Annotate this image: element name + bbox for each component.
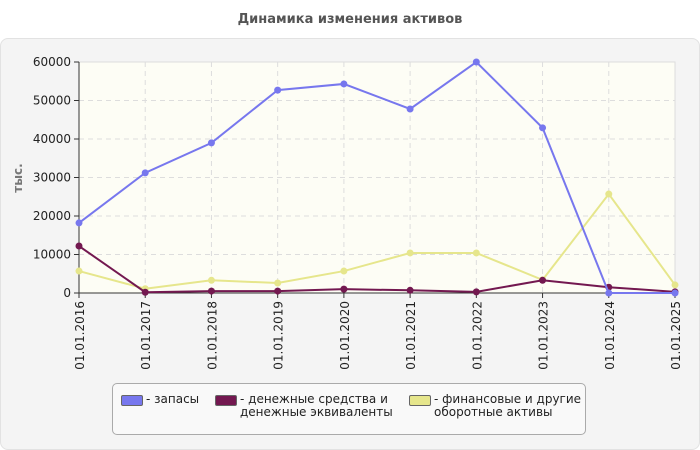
legend-label-line2: оборотные активы bbox=[434, 405, 553, 419]
data-point bbox=[75, 242, 83, 250]
series-line bbox=[78, 192, 676, 290]
y-tick-label: 60000 bbox=[33, 55, 71, 69]
data-point bbox=[75, 219, 83, 227]
x-tick-label: 01.01.2018 bbox=[205, 301, 219, 370]
data-point bbox=[406, 105, 414, 113]
data-point bbox=[340, 80, 348, 88]
x-tick-label: 01.01.2025 bbox=[669, 301, 683, 370]
chart-title: Динамика изменения активов bbox=[237, 12, 463, 27]
data-point bbox=[406, 286, 414, 294]
data-point bbox=[207, 139, 215, 147]
data-point bbox=[605, 190, 613, 198]
data-point bbox=[605, 289, 613, 297]
data-point bbox=[539, 276, 547, 284]
data-point bbox=[539, 124, 547, 132]
legend-swatch bbox=[409, 395, 431, 406]
data-point bbox=[472, 58, 480, 66]
series-line bbox=[78, 245, 676, 294]
y-tick-label: 50000 bbox=[33, 94, 71, 108]
y-tick-label: 10000 bbox=[33, 248, 71, 262]
legend-label-line2: денежные эквиваленты bbox=[240, 405, 393, 419]
data-point bbox=[274, 287, 282, 295]
x-tick-label: 01.01.2016 bbox=[73, 301, 87, 370]
legend-label: - запасы bbox=[146, 392, 200, 406]
data-point bbox=[472, 249, 480, 257]
x-tick-label: 01.01.2022 bbox=[470, 301, 484, 370]
data-point bbox=[274, 86, 282, 94]
data-point bbox=[141, 169, 149, 177]
data-point bbox=[207, 276, 215, 284]
data-point bbox=[75, 267, 83, 275]
legend-item-cash: - денежные средства и денежные эквивалент… bbox=[215, 393, 393, 419]
data-point bbox=[207, 287, 215, 295]
y-tick-label: 30000 bbox=[33, 171, 71, 185]
x-tick-label: 01.01.2017 bbox=[139, 301, 153, 370]
x-tick-label: 01.01.2021 bbox=[404, 301, 418, 370]
x-tick-label: 01.01.2020 bbox=[338, 301, 352, 370]
data-point bbox=[406, 249, 414, 257]
data-point bbox=[671, 289, 679, 297]
data-point bbox=[671, 281, 679, 289]
legend-label: - финансовые и другие bbox=[434, 392, 582, 406]
data-point bbox=[274, 279, 282, 287]
y-tick-label: 0 bbox=[63, 286, 71, 300]
data-point bbox=[472, 288, 480, 296]
y-axis-label: тыс. bbox=[11, 163, 25, 192]
legend-label: - денежные средства и bbox=[240, 392, 388, 406]
data-point bbox=[340, 267, 348, 275]
series-line bbox=[78, 60, 675, 294]
legend-item-zapasy: - запасы bbox=[121, 393, 199, 406]
y-tick-label: 20000 bbox=[33, 209, 71, 223]
legend-swatch bbox=[215, 395, 237, 406]
data-point bbox=[141, 288, 149, 296]
legend-item-financial: - финансовые и другие оборотные активы bbox=[409, 393, 581, 419]
x-tick-label: 01.01.2019 bbox=[272, 301, 286, 370]
data-point bbox=[340, 285, 348, 293]
x-tick-label: 01.01.2024 bbox=[603, 301, 617, 370]
y-tick-label: 40000 bbox=[33, 132, 71, 146]
legend-swatch bbox=[121, 395, 143, 406]
legend: - запасы - денежные средства и денежные э… bbox=[112, 383, 586, 435]
x-tick-label: 01.01.2023 bbox=[537, 301, 551, 370]
